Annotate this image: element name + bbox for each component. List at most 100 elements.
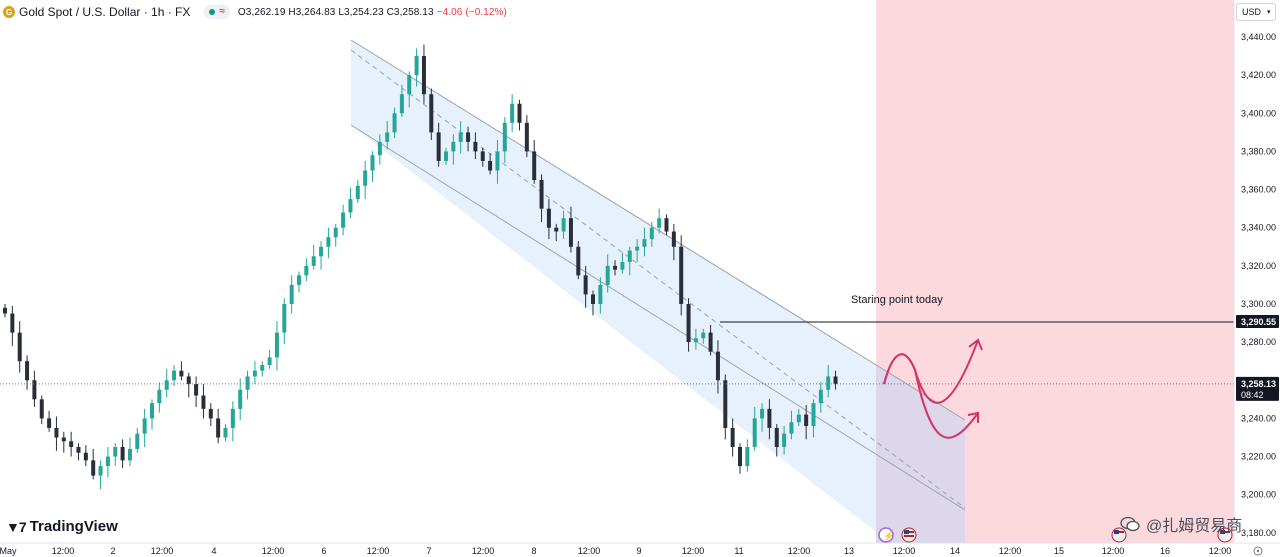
candle-body xyxy=(451,141,456,152)
candle-body xyxy=(69,441,74,448)
candle-body xyxy=(282,303,287,333)
candle-body xyxy=(98,466,103,476)
candle-body xyxy=(480,151,485,161)
tradingview-logo-icon: ▼7 xyxy=(6,518,27,535)
candle-body xyxy=(436,132,441,161)
price-tick-label: 3,200.00 xyxy=(1241,490,1276,500)
time-tick-label: 16 xyxy=(1160,546,1170,556)
price-change: −4.06 (−0.12%) xyxy=(436,6,507,18)
market-open-dot-icon xyxy=(209,9,216,15)
projection-arrow-lower xyxy=(883,353,979,439)
candle-body xyxy=(605,265,610,285)
candle-body xyxy=(723,380,728,428)
time-tick-label: 15 xyxy=(1054,546,1064,556)
ohlc-values: O3,262.19 H3,264.83 L3,254.23 C3,258.13 xyxy=(237,6,434,18)
time-tick-label: 12:00 xyxy=(999,546,1022,556)
candle-body xyxy=(679,246,684,304)
candle-body xyxy=(194,384,199,396)
time-tick-label: 12:00 xyxy=(367,546,390,556)
candle-body xyxy=(414,56,419,76)
time-tick-label: 14 xyxy=(950,546,960,556)
candle-body xyxy=(466,132,471,142)
candle-body xyxy=(370,155,375,171)
settings-icon[interactable] xyxy=(1253,546,1263,556)
candle-body xyxy=(238,389,243,409)
candle-body xyxy=(201,395,206,409)
candle-body xyxy=(649,227,654,240)
channel-fill-overlap xyxy=(876,365,965,543)
candle-body xyxy=(142,418,147,434)
candle-body xyxy=(83,452,88,461)
candle-body xyxy=(657,218,662,228)
candle-body xyxy=(223,427,228,438)
time-tick-label: May xyxy=(0,546,17,556)
candle-body xyxy=(245,376,250,390)
candle-body xyxy=(539,180,544,209)
candle-body xyxy=(782,433,787,448)
event-icons[interactable]: ⚡ xyxy=(878,527,1233,543)
time-axis[interactable]: May 12:00 2 12:00 4 12:00 6 12:00 7 12:00 8 12:00 9 1… xyxy=(0,546,1231,556)
candle-body xyxy=(179,370,184,377)
candle-body xyxy=(54,427,59,438)
candle-body xyxy=(730,427,735,448)
candle-body xyxy=(671,231,676,247)
candle-body xyxy=(32,380,37,400)
candle-body xyxy=(804,414,809,427)
price-tick-label: 3,280.00 xyxy=(1241,337,1276,347)
candle-body xyxy=(760,408,765,419)
time-tick-label: 12:00 xyxy=(893,546,916,556)
watermark-text: @扎姆贸易商 xyxy=(1146,518,1243,535)
candle-body xyxy=(524,122,529,152)
tradingview-logo[interactable]: ▼7 TradingView xyxy=(6,518,118,535)
candle-body xyxy=(664,218,669,232)
gold-symbol-icon: G xyxy=(3,6,15,18)
candle-body xyxy=(561,218,566,232)
candle-body xyxy=(576,246,581,276)
time-tick-label: 9 xyxy=(636,546,641,556)
candle-body xyxy=(105,456,110,467)
candle-body xyxy=(76,447,81,453)
candle-body xyxy=(635,246,640,251)
price-tick-label: 3,220.00 xyxy=(1241,452,1276,462)
candle-body xyxy=(47,418,52,428)
candle-body xyxy=(613,265,618,270)
candle-body xyxy=(10,313,15,333)
candle-body xyxy=(502,122,507,152)
candle-body xyxy=(708,332,713,352)
candle-body xyxy=(495,151,500,171)
candle-body xyxy=(17,332,22,362)
candle-body xyxy=(385,132,390,142)
time-tick-label: 12:00 xyxy=(682,546,705,556)
time-tick-label: 12:00 xyxy=(52,546,75,556)
candle-body xyxy=(532,151,537,181)
price-tick-label: 3,400.00 xyxy=(1241,108,1276,118)
candle-body xyxy=(591,294,595,304)
currency-selector[interactable]: USD ▾ xyxy=(1236,3,1276,21)
candle-body xyxy=(796,414,801,423)
price-tick-label: 3,240.00 xyxy=(1241,413,1276,423)
candle-body xyxy=(620,262,625,270)
candle-body xyxy=(833,376,838,384)
market-status-pill[interactable]: ≈ xyxy=(204,5,230,19)
time-tick-label: 2 xyxy=(110,546,115,556)
time-tick-label: 12:00 xyxy=(1102,546,1125,556)
candle-body xyxy=(150,403,154,419)
price-tick-label: 3,380.00 xyxy=(1241,146,1276,156)
candle-body xyxy=(392,113,397,133)
candle-body xyxy=(399,94,404,114)
price-tick-label: 3,360.00 xyxy=(1241,185,1276,195)
candle-body xyxy=(61,437,66,442)
symbol-title[interactable]: Gold Spot / U.S. Dollar · 1h · FX xyxy=(19,5,191,19)
candle-body xyxy=(377,141,382,156)
lightning-event-icon[interactable] xyxy=(878,527,894,543)
price-label-text: 3,290.55 xyxy=(1241,317,1276,327)
candle-body xyxy=(230,408,235,428)
candle-body xyxy=(3,307,7,314)
candle-body xyxy=(429,94,434,133)
us-flag-canton xyxy=(1114,530,1119,534)
time-tick-label: 12:00 xyxy=(1209,546,1232,556)
time-tick-label: 12:00 xyxy=(151,546,174,556)
price-axis[interactable]: 3,440.00 3,420.00 3,400.00 3,380.00 3,360.00… xyxy=(1241,32,1276,538)
